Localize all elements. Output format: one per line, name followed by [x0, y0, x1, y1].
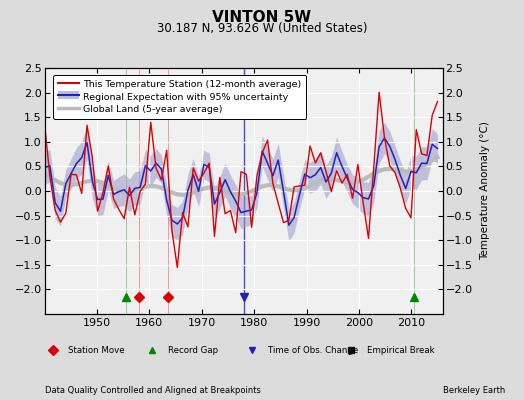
Text: 30.187 N, 93.626 W (United States): 30.187 N, 93.626 W (United States): [157, 22, 367, 35]
Legend: This Temperature Station (12-month average), Regional Expectation with 95% uncer: This Temperature Station (12-month avera…: [53, 75, 307, 119]
Text: Data Quality Controlled and Aligned at Breakpoints: Data Quality Controlled and Aligned at B…: [45, 386, 260, 395]
Text: Time of Obs. Change: Time of Obs. Change: [268, 346, 358, 355]
Text: Berkeley Earth: Berkeley Earth: [443, 386, 505, 395]
Text: Empirical Break: Empirical Break: [367, 346, 435, 355]
Text: VINTON 5W: VINTON 5W: [212, 10, 312, 25]
Y-axis label: Temperature Anomaly (°C): Temperature Anomaly (°C): [479, 122, 489, 260]
Text: Record Gap: Record Gap: [168, 346, 218, 355]
Text: Station Move: Station Move: [69, 346, 125, 355]
